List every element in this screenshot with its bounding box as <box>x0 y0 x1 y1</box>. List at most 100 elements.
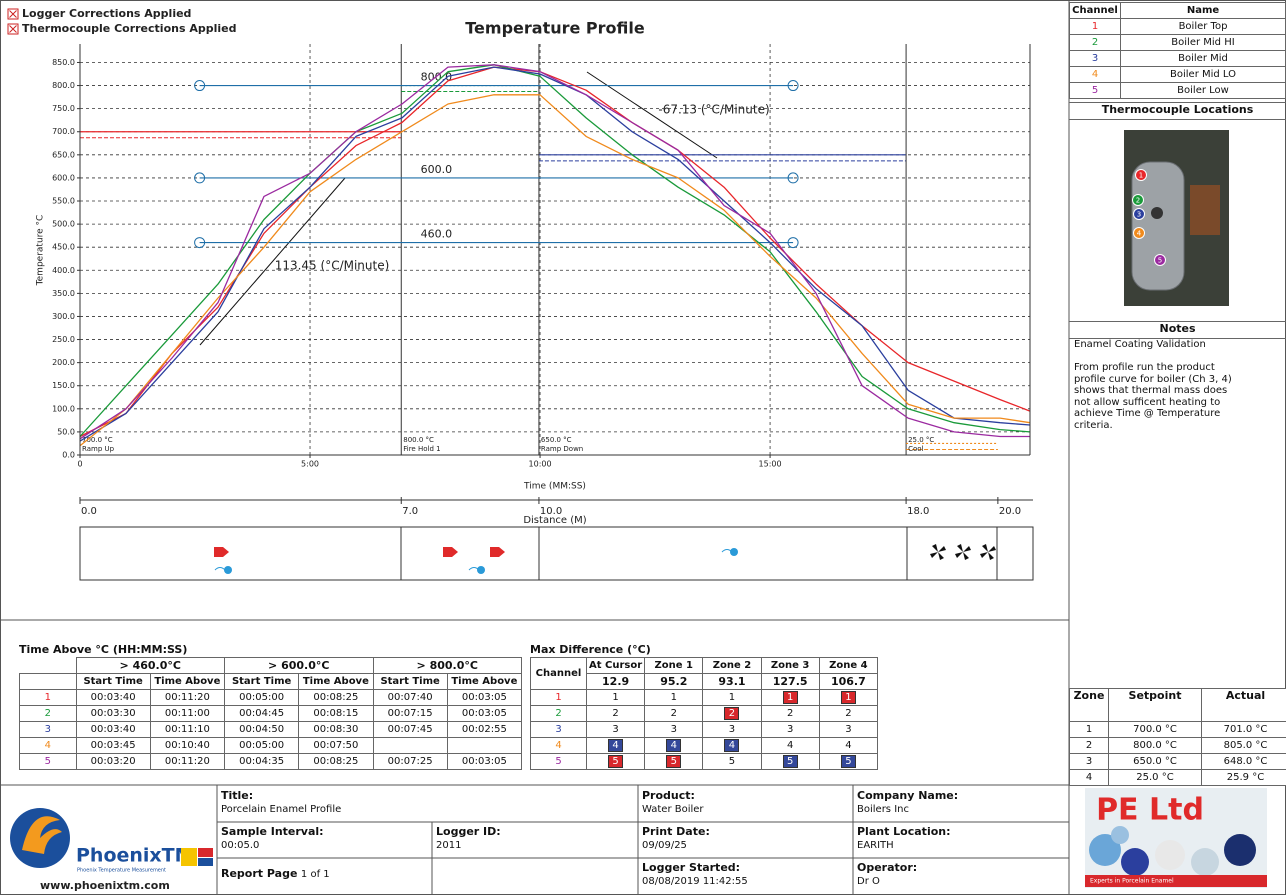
table-cell: 127.5 <box>760 673 820 690</box>
table-cell: 3 <box>760 721 820 738</box>
slope-line <box>586 71 718 159</box>
table-cell: 00:11:10 <box>149 721 226 738</box>
flag-cell: 2 <box>724 707 740 720</box>
table-cell: 95.2 <box>644 673 704 690</box>
header-row: > 460.0°C > 600.0°C > 800.0°C <box>19 657 522 674</box>
notes-text: From profile run the product profile cur… <box>1074 362 1232 431</box>
header-row: Channel At Cursor Zone 1 Zone 2 Zone 3 Zone 4 <box>530 657 879 690</box>
table-cell: 00:03:05 <box>446 689 523 706</box>
table-cell: Time Above <box>446 673 523 690</box>
location-marker-label: 3 <box>1137 211 1141 219</box>
zone-name: Ramp Up <box>82 445 115 453</box>
table-row: 4 Boiler Mid LO <box>1069 66 1286 83</box>
table-cell: 00:07:15 <box>372 705 448 722</box>
table-row: 1 Boiler Top <box>1069 18 1286 35</box>
location-marker-label: 5 <box>1158 257 1162 265</box>
table-cell: 00:08:25 <box>298 689 374 706</box>
field-label: Sample Interval: <box>221 825 324 838</box>
header-row: 12.9 95.2 93.1 127.5 106.7 <box>531 673 879 690</box>
y-tick-label: 300.0 <box>52 312 75 321</box>
series-line <box>79 94 1031 447</box>
field-label: Logger ID: <box>436 825 501 838</box>
series-line <box>79 66 1031 442</box>
field-label: Product: <box>642 789 695 802</box>
field-label: Report Page <box>221 867 298 880</box>
flag-cell: 4 <box>666 739 682 752</box>
table-cell: 4 <box>585 737 646 754</box>
time-above-box: > 460.0°C > 600.0°C > 800.0°C Start Time Tim… <box>19 657 523 770</box>
y-tick-label: 150.0 <box>52 381 75 390</box>
table-row: 1 700.0 °C 701.0 °C <box>1069 721 1286 738</box>
table-cell: 00:08:25 <box>298 753 374 770</box>
slope-line <box>199 177 346 346</box>
table-cell: 800.0 °C <box>1108 737 1202 754</box>
table-row: 1 00:03:40 00:11:20 00:05:00 00:08:25 00:07:4… <box>19 689 523 706</box>
x2-tick-label: 18.0 <box>907 506 929 517</box>
pe-brand: PE Ltd <box>1096 793 1204 828</box>
field-value: 1 of 1 <box>300 869 330 880</box>
table-cell: 1 <box>702 689 762 706</box>
table-row: 2 800.0 °C 805.0 °C <box>1069 737 1286 754</box>
table-cell: Channel <box>1069 2 1121 19</box>
field-label: Plant Location: <box>857 825 951 838</box>
max-diff-table: Channel At Cursor Zone 1 Zone 2 Zone 3 Zone 4… <box>530 657 879 770</box>
table-cell: 650.0 °C <box>1108 753 1202 770</box>
table-cell: 4 <box>818 737 879 754</box>
table-cell: 1 <box>530 689 587 706</box>
x-tick-label: 10:00 <box>529 460 552 469</box>
table-cell: 00:03:40 <box>75 721 151 738</box>
table-cell: 12.9 <box>585 673 646 690</box>
y-tick-label: 0.0 <box>62 451 75 460</box>
max-diff-title: Max Difference (°C) <box>530 643 651 656</box>
zone-name: Cool <box>908 445 923 453</box>
table-cell: 3 <box>1069 753 1109 770</box>
footer-field: Logger ID: 2011 <box>436 825 501 851</box>
table-cell: 1 <box>760 689 820 706</box>
field-value: 00:05.0 <box>221 840 260 851</box>
y-tick-label: 600.0 <box>52 173 75 182</box>
level-marker <box>194 80 206 92</box>
zone-setpoint-label: 700.0 °C <box>82 436 113 444</box>
table-cell: Start Time <box>75 673 151 690</box>
table-row: 3 00:03:40 00:11:10 00:04:50 00:08:30 00:07:4… <box>19 721 523 738</box>
table-cell: Setpoint <box>1108 688 1202 722</box>
table-cell: 1 <box>19 689 77 706</box>
table-row: 3 Boiler Mid <box>1069 50 1286 67</box>
field-label: Operator: <box>857 861 918 874</box>
level-label: 600.0 <box>421 163 453 176</box>
table-cell: At Cursor <box>585 657 646 674</box>
pe-tagline-bar <box>1085 875 1267 887</box>
pe-logo-gems <box>1089 826 1256 876</box>
footer-field: Company Name: Boilers Inc <box>857 789 958 815</box>
level-marker <box>194 172 206 184</box>
zone-name: Ramp Down <box>541 445 583 453</box>
table-cell: 00:03:05 <box>446 705 523 722</box>
table-cell: 00:08:15 <box>298 705 374 722</box>
location-marker-label: 1 <box>1139 172 1143 180</box>
table-row: 5 Boiler Low <box>1069 82 1286 99</box>
level-marker <box>194 237 206 249</box>
table-cell: 00:03:40 <box>75 689 151 706</box>
cooling-icons <box>214 548 738 574</box>
table-cell: 00:07:40 <box>372 689 448 706</box>
notes-heading: Enamel Coating Validation <box>1074 339 1206 350</box>
table-cell: > 800.0°C <box>372 657 522 674</box>
zone-table-box: Zone Setpoint Actual 1 700.0 °C 701.0 °C 2 800.… <box>1069 688 1286 786</box>
y-tick-label: 100.0 <box>52 404 75 413</box>
field-value: 08/08/2019 11:42:55 <box>642 876 748 887</box>
location-marker <box>1132 194 1144 206</box>
table-cell: 700.0 °C <box>1108 721 1202 738</box>
table-row: 4 25.0 °C 25.9 °C <box>1069 769 1286 786</box>
header-row: Start Time Time Above Start Time Time Above… <box>19 673 523 690</box>
table-cell: 3 <box>818 721 879 738</box>
table-cell: 5 <box>585 753 646 770</box>
flag-cell: 4 <box>724 739 740 752</box>
table-cell: 00:03:45 <box>75 737 151 754</box>
phoenix-logo <box>181 848 197 866</box>
table-cell: 1 <box>644 689 704 706</box>
flag-cell: 5 <box>782 755 798 768</box>
footer-field: Logger Started: 08/08/2019 11:42:55 <box>642 861 748 887</box>
table-cell: 701.0 °C <box>1201 721 1286 738</box>
table-cell: > 460.0°C <box>75 657 225 674</box>
